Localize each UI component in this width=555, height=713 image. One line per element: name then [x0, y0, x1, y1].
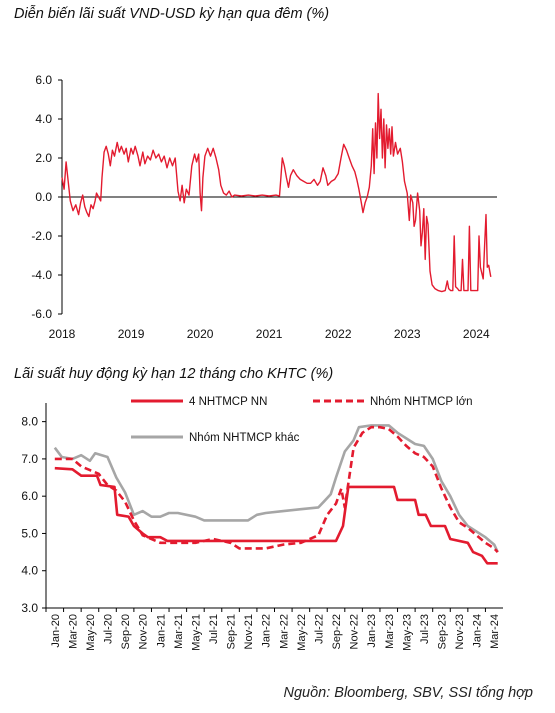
chart2-x-tick-label: May-20: [85, 614, 97, 651]
chart1-x-tick-label: 2018: [49, 327, 76, 341]
chart2-series-line-2: [53, 424, 499, 553]
chart2-x-tick-label: Nov-20: [138, 614, 150, 649]
chart2-x-tick-label: Nov-23: [454, 614, 466, 649]
chart2-x-tick-label: Jan-20: [50, 614, 62, 648]
chart2-x-tick-label: May-22: [296, 614, 308, 651]
chart2-y-tick-label: 8.0: [21, 415, 38, 429]
chart1-x-tick-label: 2020: [187, 327, 214, 341]
chart2-series-line-1: [54, 425, 499, 553]
chart2-x-tick-label: Jan-21: [155, 614, 167, 648]
chart2-y-tick-label: 5.0: [21, 526, 38, 540]
chart2-x-tick-label: Jan-23: [366, 614, 378, 648]
chart1-y-tick-label: 2.0: [35, 151, 52, 165]
chart1-x-tick-label: 2019: [118, 327, 145, 341]
chart2-x-tick-label: Mar-24: [489, 614, 501, 649]
chart1-series-line: [61, 92, 492, 293]
chart1-x-tick-label: 2022: [325, 327, 352, 341]
chart2-title: Lãi suất huy động kỳ hạn 12 tháng cho KH…: [14, 366, 334, 382]
chart2-x-tick-label: Jul-23: [419, 614, 431, 644]
chart2-x-tick-label: May-21: [190, 614, 202, 651]
chart2-x-tick-label: Mar-21: [173, 614, 185, 649]
chart1-y-tick-label: -6.0: [31, 307, 52, 321]
chart1-y-tick-label: 4.0: [35, 112, 52, 126]
chart2-series-line-0: [54, 466, 498, 565]
chart2-y-tick-label: 6.0: [21, 489, 38, 503]
chart2-y-tick-label: 3.0: [21, 601, 38, 615]
chart2-x-tick-label: May-23: [401, 614, 413, 651]
chart1-x-tick-label: 2021: [256, 327, 283, 341]
chart2-x-tick-label: Jan-22: [261, 614, 273, 648]
legend-label-2: Nhóm NHTMCP khác: [189, 432, 300, 444]
chart2-x-tick-label: Jul-20: [103, 614, 115, 644]
chart2-x-tick-label: Jul-22: [313, 614, 325, 644]
chart2-x-tick-label: Mar-20: [67, 614, 79, 649]
chart2-x-tick-label: Sep-22: [331, 614, 343, 649]
source-note: Nguồn: Bloomberg, SBV, SSI tổng hợp: [283, 685, 533, 701]
chart2-y-tick-label: 4.0: [21, 564, 38, 578]
chart2-x-tick-label: Nov-21: [243, 614, 255, 649]
chart1-y-tick-label: -4.0: [31, 268, 52, 282]
chart2-x-tick-label: Mar-22: [278, 614, 290, 649]
chart2-x-tick-label: Sep-20: [120, 614, 132, 649]
legend-label-0: 4 NHTMCP NN: [189, 396, 267, 408]
chart1-y-tick-label: 6.0: [35, 73, 52, 87]
chart2-x-tick-label: Jan-24: [472, 614, 484, 648]
chart1-plot: 6.0 4.0 2.0 0.0 -2.0 -4.0 -6.0 2018 2019 2020 2021…: [31, 73, 497, 341]
chart1-y-tick-label: 0.0: [35, 190, 52, 204]
chart1-title: Diễn biến lãi suất VND-USD kỳ hạn qua đê…: [14, 6, 330, 22]
chart2-x-tick-label: Nov-22: [349, 614, 361, 649]
chart2-x-tick-label: Sep-21: [226, 614, 238, 649]
legend-label-1: Nhóm NHTMCP lớn: [370, 396, 473, 408]
chart2-x-tick-label: Jul-21: [208, 614, 220, 644]
chart2-x-tick-label: Mar-23: [384, 614, 396, 649]
chart2-y-tick-label: 7.0: [21, 452, 38, 466]
chart1-x-tick-label: 2024: [463, 327, 490, 341]
chart1-y-tick-label: -2.0: [31, 229, 52, 243]
chart1-x-tick-label: 2023: [394, 327, 421, 341]
chart2-x-tick-label: Sep-23: [436, 614, 448, 649]
